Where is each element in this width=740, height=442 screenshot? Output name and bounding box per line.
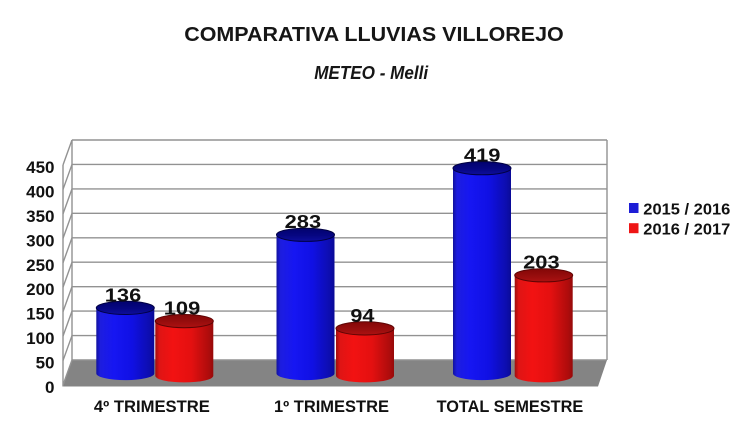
svg-text:1º TRIMESTRE: 1º TRIMESTRE (274, 398, 389, 416)
svg-text:283: 283 (285, 211, 322, 232)
svg-text:300: 300 (26, 231, 54, 250)
svg-text:419: 419 (464, 145, 501, 166)
svg-text:100: 100 (26, 329, 54, 348)
svg-text:400: 400 (26, 182, 54, 201)
svg-text:50: 50 (36, 354, 55, 373)
svg-text:METEO - Melli: METEO - Melli (314, 62, 429, 83)
svg-text:136: 136 (105, 284, 142, 305)
svg-text:94: 94 (350, 305, 375, 326)
svg-text:250: 250 (26, 256, 54, 275)
svg-text:150: 150 (26, 305, 54, 324)
svg-text:203: 203 (523, 252, 560, 273)
svg-text:350: 350 (26, 207, 54, 226)
svg-text:109: 109 (164, 298, 201, 319)
svg-text:2015 / 2016: 2015 / 2016 (643, 202, 730, 219)
svg-text:COMPARATIVA LLUVIAS VILLOREJO: COMPARATIVA LLUVIAS VILLOREJO (184, 23, 564, 46)
svg-text:TOTAL SEMESTRE: TOTAL SEMESTRE (437, 398, 584, 416)
svg-text:450: 450 (26, 158, 54, 177)
svg-text:2016 / 2017: 2016 / 2017 (643, 222, 730, 239)
svg-text:4º TRIMESTRE: 4º TRIMESTRE (94, 398, 210, 416)
svg-text:200: 200 (26, 280, 54, 299)
svg-text:0: 0 (45, 378, 54, 397)
